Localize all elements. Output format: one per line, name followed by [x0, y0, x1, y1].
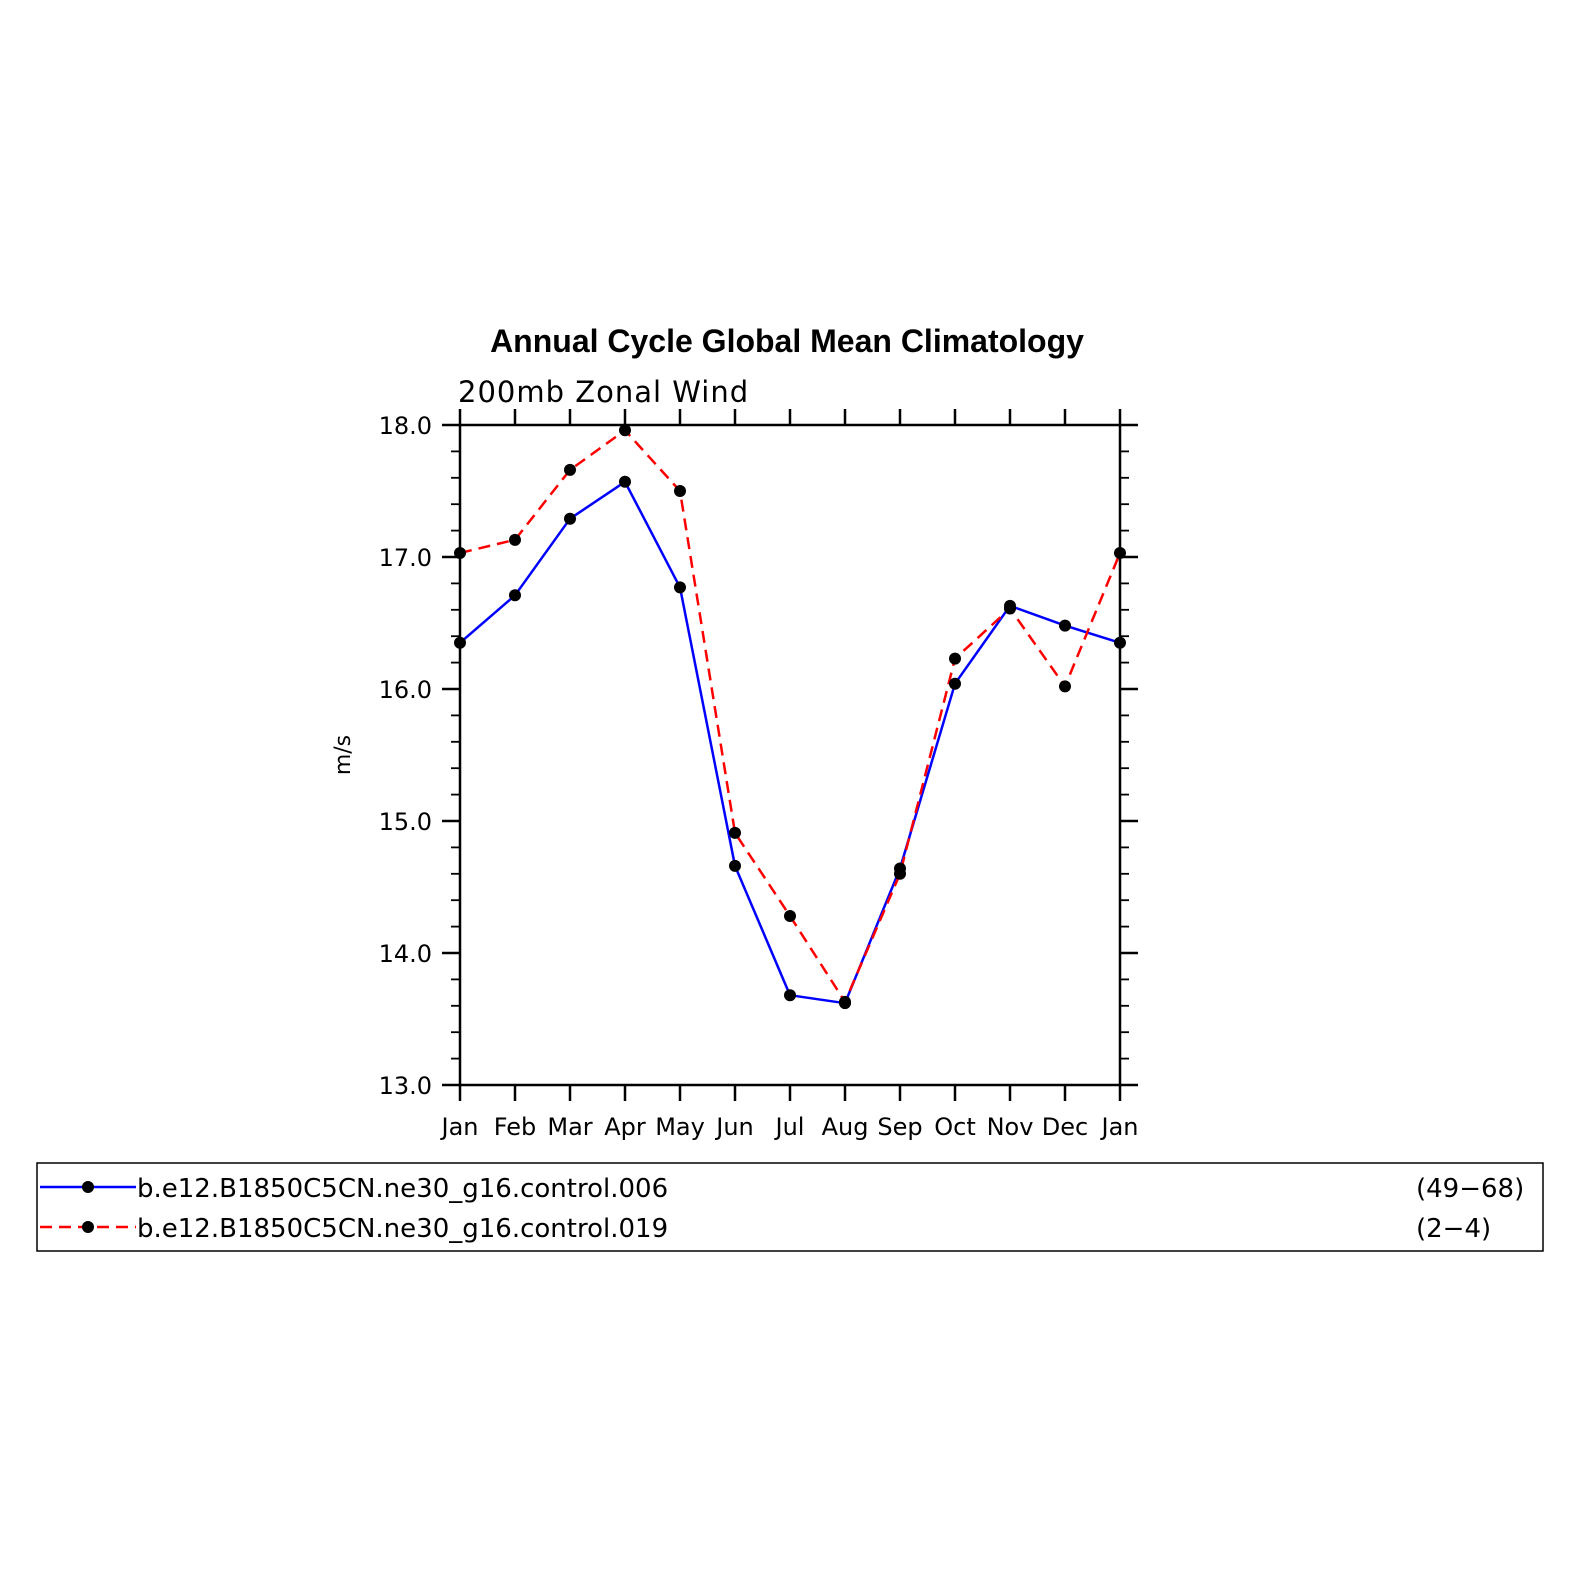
x-tick-label: May [655, 1113, 705, 1141]
y-tick-label: 14.0 [379, 940, 432, 968]
legend-label-series-2: b.e12.B1850C5CN.ne30_g16.control.019 [137, 1214, 668, 1244]
x-tick-labels: Jan Feb Mar Apr May Jun Jul Aug Sep Oct Nov Dec Jan [440, 1113, 1139, 1141]
x-tick-label: Feb [494, 1113, 537, 1141]
x-tick-label: Jun [714, 1113, 754, 1141]
data-point-series-2 [894, 867, 906, 880]
data-point-series-2 [729, 826, 741, 839]
data-point-series-1 [674, 581, 686, 594]
legend-marker-series-1 [82, 1181, 94, 1193]
data-point-series-2 [839, 995, 851, 1008]
legend-label-series-1: b.e12.B1850C5CN.ne30_g16.control.006 [137, 1174, 668, 1204]
x-tick-label: Dec [1042, 1113, 1088, 1141]
data-point-series-2 [674, 485, 686, 497]
y-tick-label: 13.0 [379, 1072, 432, 1100]
data-point-series-1 [619, 475, 631, 488]
data-point-series-2 [1004, 602, 1016, 615]
legend-years-series-2: (2−4) [1416, 1214, 1491, 1244]
chart-title: Annual Cycle Global Mean Climatology [490, 323, 1084, 359]
series-line-1 [459, 480, 1121, 1005]
y-tick-labels: 13.0 14.0 15.0 16.0 17.0 18.0 [379, 412, 432, 1100]
data-markers [454, 424, 1126, 1010]
data-point-series-2 [949, 652, 961, 665]
x-tick-label: Apr [604, 1113, 646, 1141]
x-tick-label: Sep [877, 1113, 922, 1141]
data-point-series-1 [784, 989, 796, 1002]
data-point-series-1 [729, 859, 741, 872]
x-tick-label: Mar [547, 1113, 592, 1141]
data-point-series-1 [564, 512, 576, 525]
data-point-series-2 [1059, 680, 1071, 693]
y-tick-label: 18.0 [379, 412, 432, 440]
x-tick-label: Jan [440, 1113, 479, 1141]
x-tick-label: Jan [1100, 1113, 1139, 1141]
data-point-series-1 [1059, 619, 1071, 632]
chart-subtitle: 200mb Zonal Wind [458, 375, 749, 409]
x-tick-label: Nov [987, 1113, 1034, 1141]
legend-marker-series-2 [82, 1221, 94, 1233]
data-point-series-2 [564, 463, 576, 476]
y-tick-label: 17.0 [379, 544, 432, 572]
plot-frame [458, 423, 1122, 1087]
data-point-series-2 [619, 424, 631, 437]
x-tick-label: Jul [774, 1113, 805, 1141]
data-point-series-2 [509, 533, 521, 546]
y-axis-label: m/s [331, 735, 356, 775]
legend-box [36, 1162, 1544, 1252]
x-tick-label: Oct [934, 1113, 976, 1141]
y-tick-label: 16.0 [379, 676, 432, 704]
data-point-series-2 [784, 910, 796, 923]
data-point-series-1 [509, 589, 521, 602]
x-tick-label: Aug [822, 1113, 869, 1141]
legend: b.e12.B1850C5CN.ne30_g16.control.006 (49… [36, 1162, 1544, 1252]
legend-years-series-1: (49−68) [1416, 1174, 1524, 1204]
data-point-series-1 [949, 677, 961, 690]
axis-ticks [442, 409, 1138, 1101]
y-tick-label: 15.0 [379, 808, 432, 836]
